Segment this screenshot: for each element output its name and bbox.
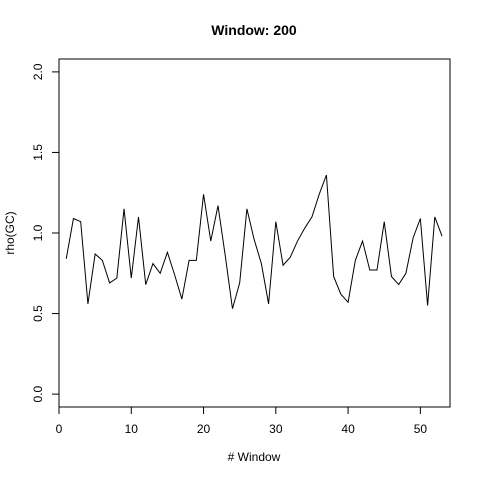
y-tick-label: 0.0 <box>31 385 45 402</box>
y-tick-label: 1.0 <box>31 224 45 241</box>
series-line <box>65 174 443 309</box>
y-tick-label: 0.5 <box>31 305 45 322</box>
y-tick-label: 1.5 <box>31 144 45 161</box>
x-tick-label: 30 <box>269 422 283 436</box>
y-axis-label: rho(GC) <box>3 211 17 254</box>
x-tick-label: 50 <box>414 422 428 436</box>
x-axis-label: # Window <box>228 450 281 464</box>
chart-title: Window: 200 <box>211 22 297 38</box>
y-axis: 0.0 0.5 1.0 1.5 2.0 <box>31 63 60 402</box>
x-tick-label: 20 <box>197 422 211 436</box>
x-tick-label: 40 <box>341 422 355 436</box>
plot-frame <box>58 58 451 408</box>
x-tick-label: 0 <box>56 422 63 436</box>
x-tick-label: 10 <box>125 422 139 436</box>
y-tick-label: 2.0 <box>31 63 45 80</box>
x-axis: 0 10 20 30 40 50 <box>56 406 428 436</box>
